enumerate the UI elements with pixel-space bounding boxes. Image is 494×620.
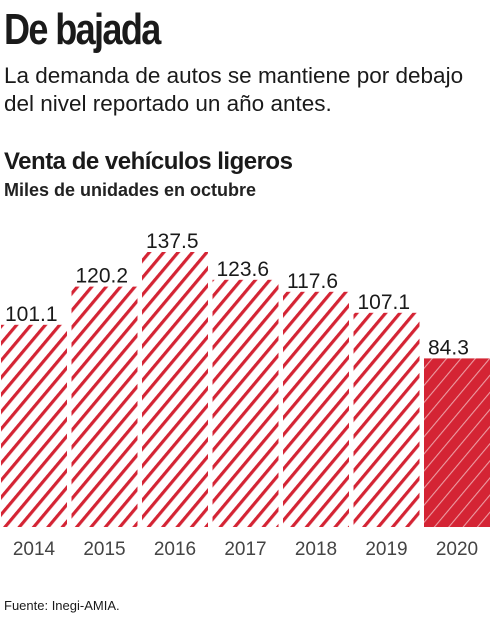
chart-title: Venta de vehículos ligeros xyxy=(4,148,293,175)
bar-2020 xyxy=(424,358,490,527)
data-label-2019: 107.1 xyxy=(358,291,411,314)
x-tick-2014: 2014 xyxy=(13,539,56,560)
data-label-2015: 120.2 xyxy=(76,265,129,288)
data-label-2018: 117.6 xyxy=(287,270,338,293)
x-tick-2015: 2015 xyxy=(83,539,125,560)
data-label-2016: 137.5 xyxy=(146,230,199,253)
bar-2016 xyxy=(142,252,208,527)
bar-2015 xyxy=(71,286,138,527)
data-label-2014: 101.1 xyxy=(5,303,58,326)
source-note: Fuente: Inegi-AMIA. xyxy=(4,598,120,613)
data-label-2017: 123.6 xyxy=(217,258,270,281)
x-tick-2017: 2017 xyxy=(224,539,266,560)
bar-2014 xyxy=(1,324,67,527)
x-tick-2018: 2018 xyxy=(295,539,337,560)
chart-subtitle: Miles de unidades en octubre xyxy=(4,180,257,200)
x-tick-2019: 2019 xyxy=(365,539,407,560)
bar-2019 xyxy=(353,312,420,527)
deck-text: La demanda de autos se mantiene por deba… xyxy=(4,63,464,116)
x-tick-2020: 2020 xyxy=(436,539,478,560)
headline: De bajada xyxy=(4,5,161,54)
data-label-2020: 84.3 xyxy=(428,336,469,359)
x-tick-2016: 2016 xyxy=(154,539,196,560)
bar-2017 xyxy=(212,279,279,527)
bar-2018 xyxy=(283,291,349,527)
